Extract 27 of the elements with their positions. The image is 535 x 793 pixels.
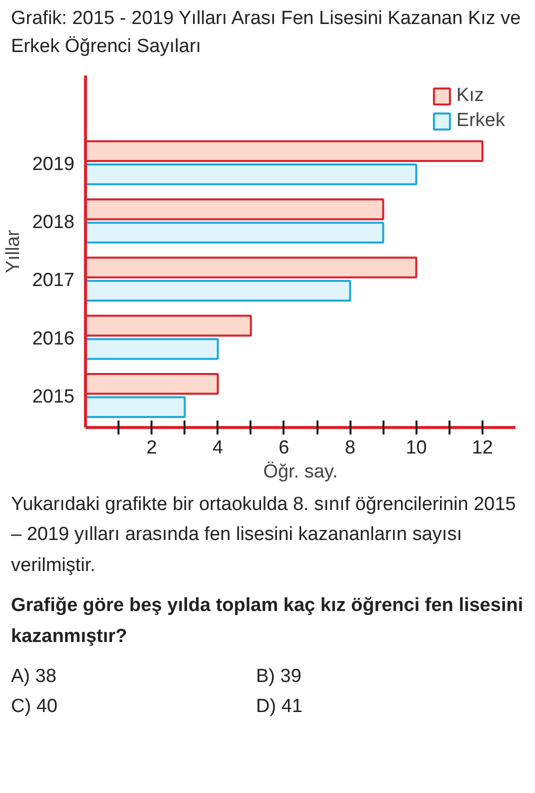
legend-label: Erkek <box>456 110 505 132</box>
y-tick-label: 2016 <box>32 328 75 350</box>
x-tick-label: 10 <box>406 438 427 459</box>
x-tick-label: 8 <box>344 438 356 459</box>
x-tick-label: 6 <box>278 438 290 459</box>
bar <box>86 280 352 302</box>
x-tick-label: 12 <box>472 438 493 459</box>
y-tick-label: 2018 <box>32 212 75 234</box>
bar <box>86 338 219 360</box>
x-tick-label: 4 <box>212 438 224 459</box>
text: Grafiğe göre beş yılda toplam kaç kız öğrenci fen lisesini kazanmıştır? <box>11 594 524 649</box>
legend-label: Kız <box>456 85 484 108</box>
y-tick-label: 2019 <box>32 154 75 175</box>
bar <box>86 222 384 244</box>
bar <box>86 396 186 418</box>
y-tick-label: 2015 <box>32 386 75 408</box>
y-tick-label: 2017 <box>32 270 75 292</box>
text: Yukarıdaki grafikte bir ortaokulda 8. sınıf öğrencilerinin 2015 – 2019 yılları arasında fen lisesini kazananların sayısı verilmiştir. <box>11 493 517 578</box>
text: B) 39 <box>256 665 302 690</box>
text: D) 41 <box>256 695 304 720</box>
x-axis-title: Öğr. say. <box>263 462 338 483</box>
chart-title: Grafik: 2015 - 2019 Yılları Arası Fen Lisesini Kazanan Kız ve Erkek Öğrenci Sayıları <box>11 7 522 59</box>
text: A) 38 <box>11 665 58 690</box>
y-axis-title: Yıllar <box>3 229 24 274</box>
text: C) 40 <box>11 695 58 720</box>
x-tick-label: 2 <box>146 438 157 459</box>
bar <box>86 164 418 186</box>
